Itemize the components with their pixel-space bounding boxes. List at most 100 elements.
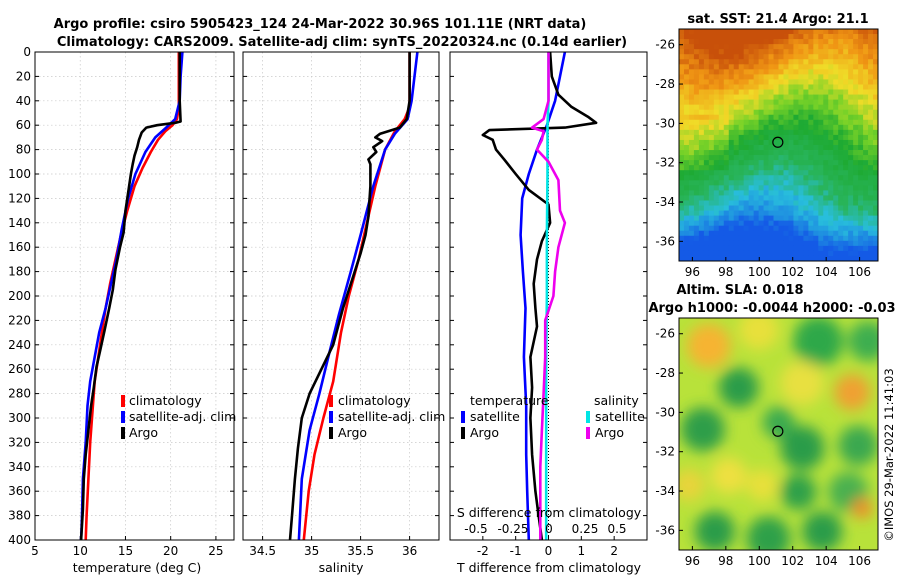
sst-cell [868,215,874,222]
sst-cell [793,145,799,151]
sst-cell [848,185,854,191]
legend-argo: Argo [129,425,158,440]
sst-cell [808,245,814,252]
sst-cell [748,190,755,196]
sst-cell [828,210,834,217]
sst-cell [753,155,760,161]
sst-cell [828,79,834,85]
sst-cell [703,109,710,116]
sst-cell [688,245,695,252]
sst-cell [858,134,864,141]
sst-cell [778,114,784,121]
sst-cell [753,230,760,237]
sst-cell [723,225,730,232]
sst-cell [753,185,760,191]
sst-cell [708,84,715,90]
sst-cell [733,104,740,111]
sst-cell [798,89,804,95]
sst-cell [783,215,789,222]
sst-cell [873,220,879,227]
sst-cell [863,109,869,116]
sst-cell [838,114,844,121]
sst-cell [768,59,774,65]
sst-cell [693,220,700,227]
sst-cell [803,49,809,55]
sst-cell [788,59,794,65]
sst-cell [783,69,789,75]
sst-cell [833,175,839,181]
sst-cell [763,165,769,171]
sst-cell [778,220,784,227]
sst-cell [843,195,849,201]
sst-cell [718,245,725,252]
sst-cell [803,255,809,262]
sst-cell [793,185,799,191]
sst-cell [858,215,864,222]
sst-cell [873,94,879,101]
sst-cell [868,59,874,65]
sst-cell [813,84,819,90]
sst-cell [733,44,740,50]
sst-cell [833,34,839,40]
sst-cell [773,185,779,191]
sst-cell [758,155,764,161]
sst-cell [728,124,735,131]
sst-cell [793,210,799,217]
sst-cell [703,34,710,40]
sst-cell [758,119,764,126]
sst-cell [788,235,794,242]
sst-cell [818,245,824,252]
sst-cell [718,155,725,161]
sst-cell [698,54,705,60]
sst-cell [703,200,710,206]
sst-cell [753,44,760,50]
depth-tick-label: 80 [16,143,31,157]
sst-cell [738,44,745,50]
sst-cell [743,94,750,101]
sst-cell [778,235,784,242]
sst-cell [788,94,794,101]
sst-cell [798,94,804,101]
sla-blob [780,425,825,470]
sst-cell [748,170,755,176]
sst-cell [698,215,705,222]
sla-blob [746,469,779,502]
sst-cell [683,155,690,161]
sst-cell [688,155,695,161]
sst-cell [723,205,730,211]
sst-cell [763,170,769,176]
sst-cell [828,129,834,136]
sst-cell [748,29,755,35]
sst-cell [868,180,874,186]
sst-cell [733,255,740,262]
sst-cell [873,160,879,166]
sst-cell [733,94,740,101]
sst-cell [688,175,695,181]
sst-cell [733,79,740,85]
sst-cell [753,250,760,257]
sst-cell [679,185,685,191]
sst-cell [818,210,824,217]
sst-cell [683,220,690,227]
sst-cell [853,34,859,40]
depth-tick-label: 400 [8,533,31,547]
sst-cell [838,255,844,262]
sst-cell [833,210,839,217]
sst-cell [848,205,854,211]
x-tick-label: 15 [118,544,133,558]
sst-cell [838,29,844,35]
sst-cell [768,139,774,146]
sst-cell [753,49,760,55]
x-tick-label: 2 [610,544,618,558]
sst-cell [823,145,829,151]
sst-cell [748,134,755,141]
sst-cell [718,89,725,95]
sst-cell [703,150,710,156]
sst-cell [863,99,869,106]
sst-cell [793,99,799,106]
sst-cell [778,225,784,232]
sst-cell [698,200,705,206]
sst-cell [708,74,715,80]
sst-cell [753,129,760,136]
sst-cell [868,250,874,257]
